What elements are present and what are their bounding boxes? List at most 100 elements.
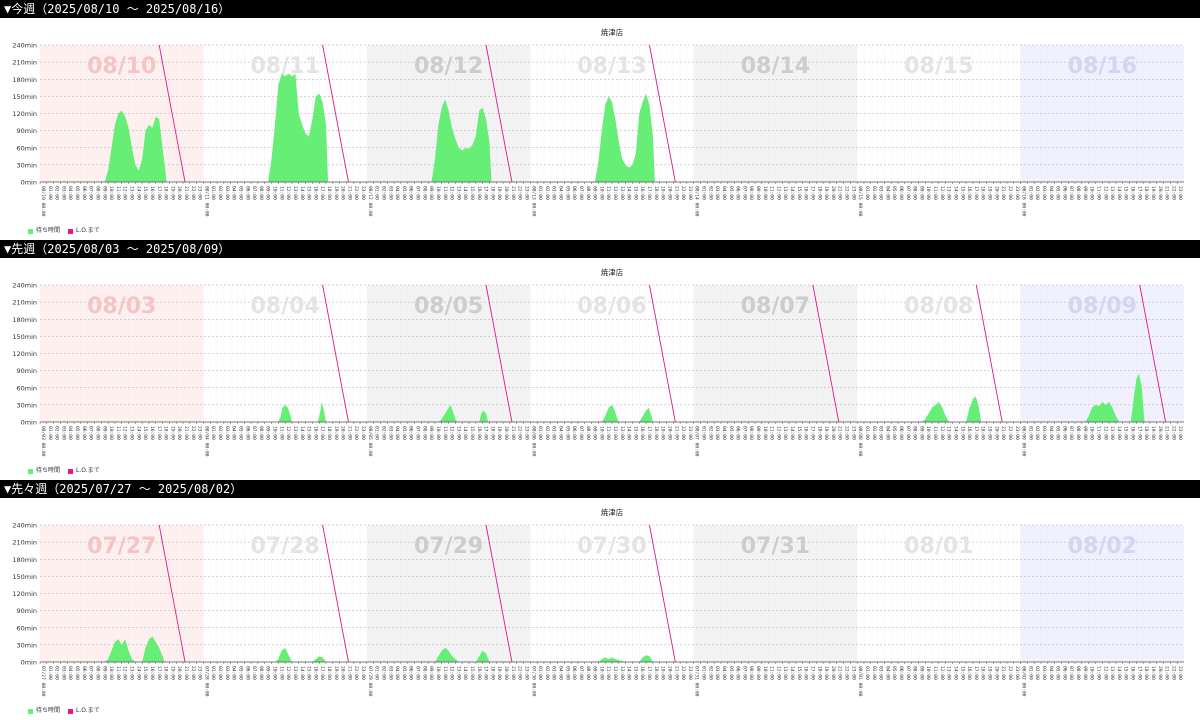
x-tick-label: 05:00 [891,426,897,440]
x-tick-label: 21:00 [510,426,516,440]
x-tick-label: 23:00 [360,426,366,440]
day-date-label: 08/03 [87,294,156,319]
x-tick-label: 09:00 [918,666,924,680]
x-tick-label: 18:00 [816,666,822,680]
chart-legend: 待ち時間 L.O.まで [28,466,100,476]
x-tick-label: 20:00 [503,426,509,440]
x-tick-label: 13:00 [292,666,298,680]
x-tick-label: 20:00 [503,186,509,200]
x-tick-label: 11:00 [1095,666,1101,680]
x-tick-label: 15:00 [632,186,638,200]
x-tick-label: 12:00 [612,666,618,680]
x-tick-label: 23:00 [197,426,203,440]
x-tick-label: 15:00 [142,426,148,440]
y-tick-label: 180min [12,556,37,564]
x-tick-label: 03:00 [1041,426,1047,440]
x-tick-label: 07/28 00:00 [203,666,209,697]
x-tick-label: 14:00 [626,186,632,200]
x-tick-label: 11:00 [278,666,284,680]
x-tick-label: 11:00 [605,186,611,200]
x-tick-label: 20:00 [340,426,346,440]
x-tick-label: 14:00 [462,426,468,440]
x-tick-label: 16:00 [1130,426,1136,440]
y-tick-label: 210min [12,299,37,307]
x-tick-label: 23:00 [1177,186,1183,200]
x-tick-label: 22:00 [517,426,523,440]
x-tick-label: 22:00 [353,186,359,200]
x-tick-label: 01:00 [1027,666,1033,680]
x-tick-label: 11:00 [442,426,448,440]
x-tick-label: 15:00 [469,666,475,680]
x-tick-label: 13:00 [292,426,298,440]
x-tick-label: 13:00 [619,426,625,440]
y-tick-label: 150min [12,573,37,581]
x-tick-label: 09:00 [918,186,924,200]
legend-label-last-order: L.O.まで [76,467,100,474]
x-tick-label: 04:00 [884,666,890,680]
x-tick-label: 09:00 [428,426,434,440]
x-tick-label: 10:00 [598,426,604,440]
x-tick-label: 19:00 [169,186,175,200]
x-tick-label: 08/11 00:00 [203,186,209,217]
x-tick-label: 08:00 [1075,666,1081,680]
x-tick-label: 07:00 [905,666,911,680]
x-tick-label: 08/05 00:00 [367,426,373,457]
x-tick-label: 21:00 [510,666,516,680]
x-tick-label: 09:00 [1082,666,1088,680]
x-tick-label: 19:00 [660,426,666,440]
last-order-line [485,44,513,183]
x-tick-label: 05:00 [728,186,734,200]
x-tick-label: 13:00 [1109,426,1115,440]
x-tick-label: 19:00 [823,666,829,680]
x-tick-label: 02:00 [707,186,713,200]
x-tick-label: 10:00 [435,426,441,440]
x-tick-label: 14:00 [462,186,468,200]
x-tick-label: 15:00 [469,426,475,440]
x-tick-label: 03:00 [878,666,884,680]
x-tick-label: 18:00 [653,186,659,200]
x-tick-label: 09:00 [428,186,434,200]
x-tick-label: 07:00 [1068,186,1074,200]
x-tick-label: 21:00 [673,186,679,200]
x-tick-label: 02:00 [217,186,223,200]
x-tick-label: 20:00 [340,186,346,200]
wait-time-area [104,110,167,182]
x-tick-label: 14:00 [462,666,468,680]
x-tick-label: 20:00 [1157,426,1163,440]
x-tick-label: 22:00 [1170,666,1176,680]
x-tick-label: 05:00 [891,666,897,680]
y-tick-label: 30min [16,401,37,409]
x-tick-label: 01:00 [537,186,543,200]
x-tick-label: 07:00 [741,186,747,200]
x-tick-label: 07:00 [415,186,421,200]
x-tick-label: 14:00 [299,426,305,440]
x-tick-label: 16:00 [639,186,645,200]
x-tick-label: 19:00 [333,426,339,440]
y-tick-label: 210min [12,539,37,547]
x-tick-label: 13:00 [129,666,135,680]
x-tick-label: 19:00 [660,666,666,680]
x-tick-label: 18:00 [489,666,495,680]
x-tick-label: 21:00 [510,186,516,200]
legend-item-wait: 待ち時間 [28,226,60,236]
x-tick-label: 09:00 [592,666,598,680]
x-tick-label: 17:00 [319,666,325,680]
x-tick-label: 19:00 [987,666,993,680]
x-tick-label: 08:00 [258,186,264,200]
chart-legend: 待ち時間 L.O.まで [28,706,100,716]
x-tick-label: 01:00 [210,186,216,200]
x-tick-label: 11:00 [769,186,775,200]
x-tick-label: 04:00 [884,186,890,200]
x-tick-label: 15:00 [632,666,638,680]
x-tick-label: 06:00 [1061,426,1067,440]
x-tick-label: 21:00 [837,426,843,440]
x-tick-label: 17:00 [156,666,162,680]
x-tick-label: 17:00 [809,426,815,440]
last-order-line [485,284,513,423]
x-tick-label: 06:00 [244,186,250,200]
x-tick-label: 20:00 [830,666,836,680]
day-date-label: 08/05 [414,294,483,319]
x-tick-label: 04:00 [394,186,400,200]
x-tick-label: 02:00 [1034,186,1040,200]
x-tick-label: 04:00 [1048,186,1054,200]
